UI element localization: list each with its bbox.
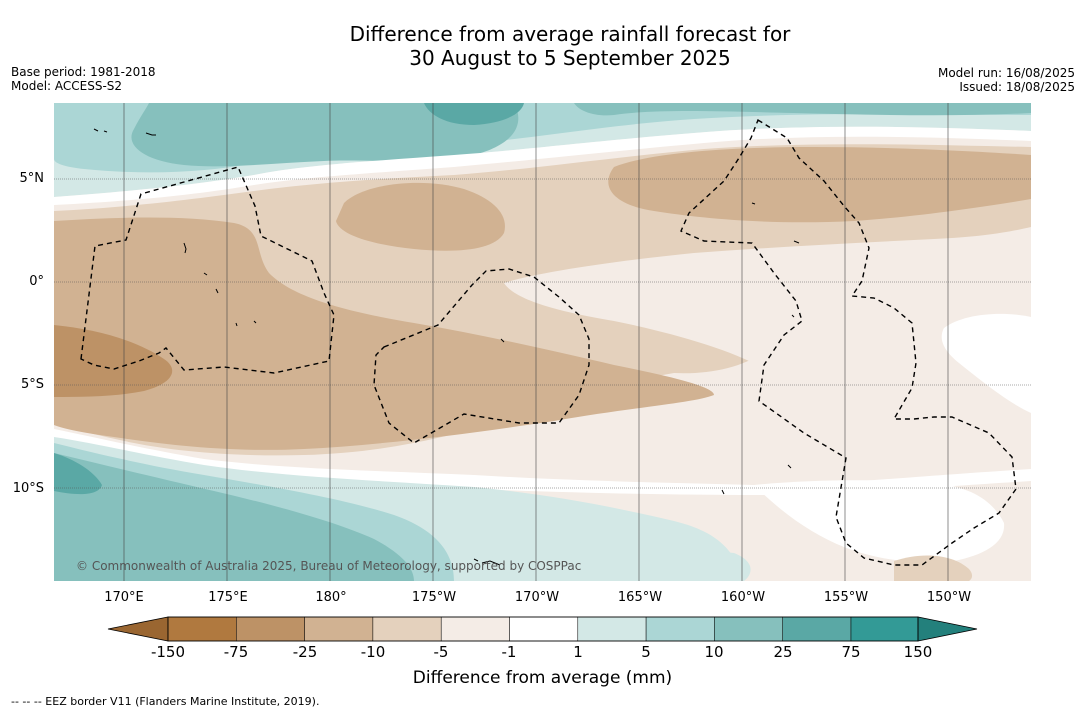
map-title: Difference from average rainfall forecas… xyxy=(0,22,1085,70)
meridians xyxy=(123,103,949,581)
colorbar xyxy=(107,616,978,642)
north-blob-10 xyxy=(336,182,505,251)
north-contour-25-east xyxy=(574,103,1031,116)
west-contour-25 xyxy=(54,325,173,397)
colorbar-segment-1 xyxy=(167,616,237,642)
title-line-1: Difference from average rainfall forecas… xyxy=(349,22,791,46)
eez-tuvalu-kiribati-west xyxy=(80,166,335,374)
eez-french-polynesia-cook xyxy=(680,118,1017,566)
colorbar-segment-7 xyxy=(577,616,647,642)
south-east-white-patch xyxy=(754,480,1005,563)
model-run: Model run: 16/08/2025 xyxy=(937,66,1075,80)
lon-label-175E: 175°E xyxy=(208,590,248,605)
colorbar-segment-9 xyxy=(714,616,783,642)
colorbar-segment-2 xyxy=(236,616,305,642)
lon-label-175W: 175°W xyxy=(411,590,457,605)
meta-left: Base period: 1981-2018 Model: ACCESS-S2 xyxy=(11,65,156,93)
colorbar-segment-3 xyxy=(304,616,374,642)
colorbar-tick: -1 xyxy=(501,643,517,661)
island-outlines xyxy=(93,128,800,566)
north-contour-75 xyxy=(424,103,524,125)
lon-label-155W: 155°W xyxy=(823,590,869,605)
colorbar-segment-10 xyxy=(782,616,852,642)
lon-label-160W: 160°W xyxy=(720,590,766,605)
gridlines xyxy=(54,178,1031,489)
title-line-2: 30 August to 5 September 2025 xyxy=(409,46,731,70)
south-contour-25 xyxy=(54,453,414,581)
colorbar-tick: -150 xyxy=(150,643,186,661)
lon-label-150W: 150°W xyxy=(926,590,972,605)
colorbar-tick: -75 xyxy=(223,643,249,661)
northeast-contour-10 xyxy=(608,147,1031,223)
lat-label-0: 0° xyxy=(29,274,44,289)
colorbar-segment-6 xyxy=(509,616,579,642)
eez-borders xyxy=(80,118,1017,566)
colorbar-tick: -10 xyxy=(360,643,386,661)
island-group-3 xyxy=(183,242,257,327)
eez-footnote: -- -- -- EEZ border V11 (Flanders Marine… xyxy=(11,695,320,708)
colorbar-tick: -25 xyxy=(292,643,318,661)
lat-label-5S: 5°S xyxy=(20,377,44,392)
eez-tokelau xyxy=(373,268,590,444)
colorbar-tick: 10 xyxy=(704,643,724,661)
base-period: Base period: 1981-2018 xyxy=(11,65,156,79)
island-group-1 xyxy=(93,128,108,133)
colorbar-min-arrow xyxy=(107,616,169,642)
colorbar-tick: 150 xyxy=(903,643,933,661)
island-group-5 xyxy=(473,558,501,566)
east-white-patch xyxy=(941,313,1031,413)
colorbar-max-arrow xyxy=(917,616,978,642)
colorbar-tick: 25 xyxy=(773,643,793,661)
rainfall-anomaly-map xyxy=(54,103,1031,581)
colorbar-tick: 75 xyxy=(841,643,861,661)
lon-label-170E: 170°E xyxy=(104,590,144,605)
southeast-light-brown xyxy=(894,555,973,581)
colorbar-segment-8 xyxy=(645,616,715,642)
lon-label-180: 180° xyxy=(315,590,347,605)
colorbar-tick: 1 xyxy=(573,643,583,661)
lon-label-165W: 165°W xyxy=(617,590,663,605)
colorbar-segment-11 xyxy=(850,616,919,642)
lat-label-5N: 5°N xyxy=(19,171,45,186)
model-name: Model: ACCESS-S2 xyxy=(11,79,123,93)
south-east-teal xyxy=(484,541,751,581)
colorbar-tick: 5 xyxy=(641,643,651,661)
lon-label-170W: 170°W xyxy=(514,590,560,605)
copyright-credit: © Commonwealth of Australia 2025, Bureau… xyxy=(76,559,582,573)
meta-right: Model run: 16/08/2025 Issued: 18/08/2025 xyxy=(938,66,1075,94)
colorbar-segment-4 xyxy=(372,616,442,642)
north-contour-25-west xyxy=(131,103,519,167)
colorbar-outline xyxy=(167,616,919,642)
south-contour-75 xyxy=(54,453,102,495)
contour-fills xyxy=(54,103,1031,581)
colorbar-tick: -5 xyxy=(433,643,449,661)
colorbar-segment-5 xyxy=(440,616,510,642)
north-white-band xyxy=(54,126,1031,205)
island-group-6 xyxy=(751,202,800,244)
colorbar-title: Difference from average (mm) xyxy=(412,668,673,688)
island-group-2 xyxy=(145,132,156,136)
lat-label-10S: 10°S xyxy=(12,481,44,496)
west-contour-10 xyxy=(54,217,714,450)
issued-date: Issued: 18/08/2025 xyxy=(959,80,1075,94)
island-group-4 xyxy=(500,314,795,495)
